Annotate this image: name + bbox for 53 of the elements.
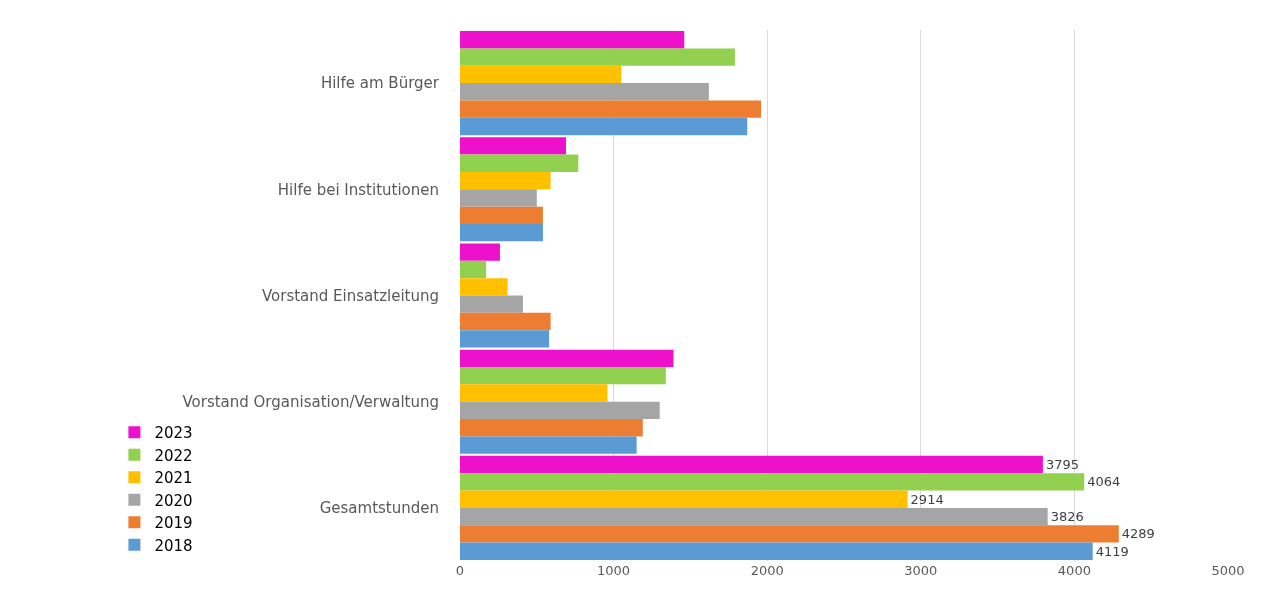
y-tick-label: Hilfe bei Institutionen [277, 180, 439, 199]
bar [460, 436, 637, 454]
bar [460, 171, 551, 190]
x-tick-label: 0 [455, 563, 465, 578]
bar [460, 330, 550, 348]
data-label: 4289 [1121, 526, 1155, 542]
legend-label: 2021 [154, 469, 193, 488]
bar [460, 223, 543, 242]
bar [460, 473, 1085, 491]
bar [460, 295, 523, 313]
bar [460, 490, 908, 508]
y-tick-label: Vorstand Organisation/Verwaltung [182, 392, 439, 411]
bar [460, 455, 1043, 474]
bar [460, 48, 735, 66]
bar [460, 83, 709, 101]
bar [460, 260, 487, 279]
x-tick-label: 3000 [904, 563, 938, 578]
bar [460, 367, 666, 385]
y-tick-label: Vorstand Einsatzleitung [261, 286, 439, 305]
data-label: 3795 [1045, 457, 1079, 473]
legend-label: 2023 [154, 424, 193, 443]
bar [460, 100, 762, 118]
bar [460, 401, 660, 420]
x-tick-label: 1000 [597, 563, 631, 578]
bar [460, 419, 643, 437]
data-label: 3826 [1050, 509, 1084, 525]
bar [460, 349, 674, 368]
y-tick-label: Hilfe am Bürger [320, 74, 440, 93]
x-tick-label: 5000 [1211, 563, 1245, 578]
legend-label: 2020 [154, 491, 193, 510]
bar [460, 65, 622, 84]
data-label: 4119 [1095, 543, 1129, 559]
legend-label: 2022 [154, 446, 193, 465]
data-label: 4064 [1087, 474, 1121, 490]
bar [460, 117, 748, 136]
bar [460, 243, 500, 261]
y-tick-label: Gesamtstunden [319, 499, 439, 518]
bar [460, 525, 1119, 543]
bar [460, 154, 579, 172]
x-tick-label: 4000 [1057, 563, 1091, 578]
bar [460, 189, 537, 207]
bar [460, 278, 508, 296]
bar [460, 137, 566, 155]
bar [460, 31, 685, 49]
legend-label: 2018 [154, 536, 193, 555]
x-tick-label: 2000 [750, 563, 784, 578]
bar [460, 384, 608, 402]
bar [460, 542, 1093, 560]
bar [460, 507, 1048, 526]
data-label: 2914 [910, 491, 944, 507]
legend-label: 2019 [154, 514, 193, 533]
bar [460, 312, 551, 331]
bar [460, 206, 543, 224]
